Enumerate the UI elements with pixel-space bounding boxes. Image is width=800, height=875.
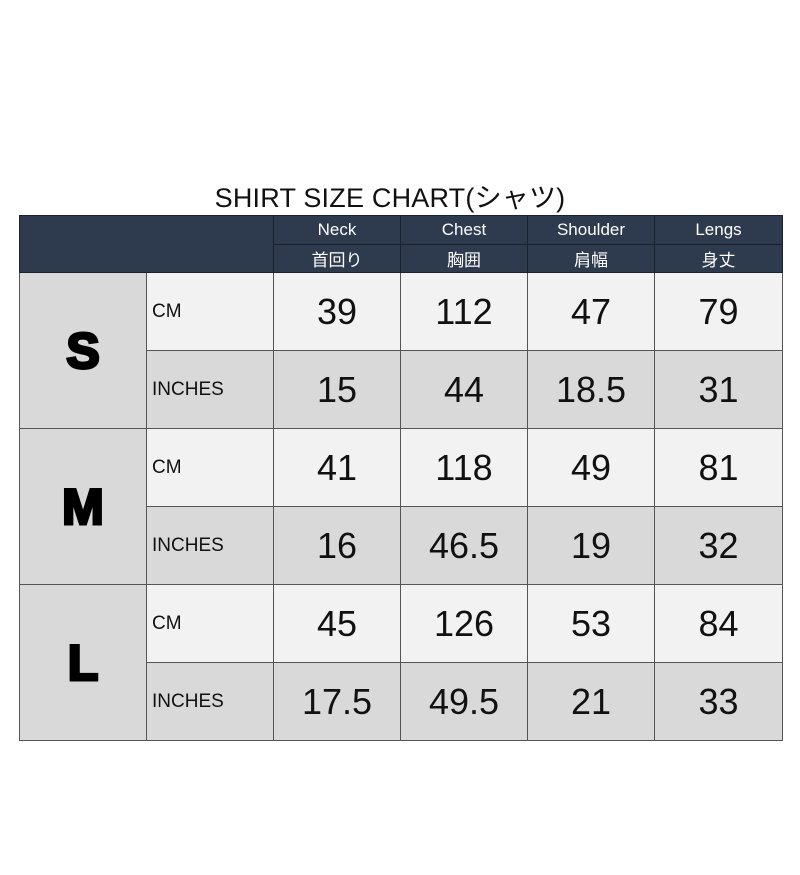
unit-label: INCHES [146,662,274,741]
size-label: L [19,584,147,741]
header-neck: Neck [273,215,401,245]
header-chest-ja: 胸囲 [400,244,528,273]
measurement-cell: 33 [654,662,783,741]
header-blank [19,215,274,273]
measurement-cell: 84 [654,584,783,663]
table-row: INCHES 17.5 49.5 21 33 [20,662,783,741]
measurement-cell: 49 [527,428,655,507]
measurement-cell: 53 [527,584,655,663]
table-row: M CM 41 118 49 81 [19,428,783,585]
measurement-cell: 31 [654,350,783,429]
header-neck-ja: 首回り [273,244,401,273]
measurement-cell: 49.5 [400,662,528,741]
header-chest: Chest [400,215,528,245]
header-shoulder-ja: 肩幅 [527,244,655,273]
measurement-cell: 16 [273,506,401,585]
measurement-cell: 41 [273,428,401,507]
size-chart-table: Neck Chest Shoulder Lengs 首回り 胸囲 肩幅 身丈 S… [19,215,783,741]
unit-label: CM [146,272,274,351]
size-label: S [19,272,147,429]
size-label: M [19,428,147,585]
header-shoulder: Shoulder [527,215,655,245]
measurement-cell: 32 [654,506,783,585]
measurement-cell: 21 [527,662,655,741]
measurement-cell: 15 [273,350,401,429]
unit-label: CM [146,428,274,507]
table-row: S CM 39 112 47 79 [19,272,783,429]
measurement-cell: 46.5 [400,506,528,585]
header-length: Lengs [654,215,783,245]
table-row: INCHES 15 44 18.5 31 [20,350,783,429]
table-row: L CM 45 126 53 84 [19,584,783,741]
measurement-cell: 47 [527,272,655,351]
measurement-cell: 126 [400,584,528,663]
measurement-cell: 17.5 [273,662,401,741]
unit-label: CM [146,584,274,663]
measurement-cell: 18.5 [527,350,655,429]
measurement-cell: 19 [527,506,655,585]
table-row: INCHES 16 46.5 19 32 [20,506,783,585]
measurement-cell: 44 [400,350,528,429]
measurement-cell: 118 [400,428,528,507]
measurement-cell: 39 [273,272,401,351]
chart-title: SHIRT SIZE CHART(シャツ) [214,183,566,213]
unit-label: INCHES [146,350,274,429]
header-length-ja: 身丈 [654,244,783,273]
measurement-cell: 112 [400,272,528,351]
measurement-cell: 45 [273,584,401,663]
unit-label: INCHES [146,506,274,585]
measurement-cell: 79 [654,272,783,351]
measurement-cell: 81 [654,428,783,507]
